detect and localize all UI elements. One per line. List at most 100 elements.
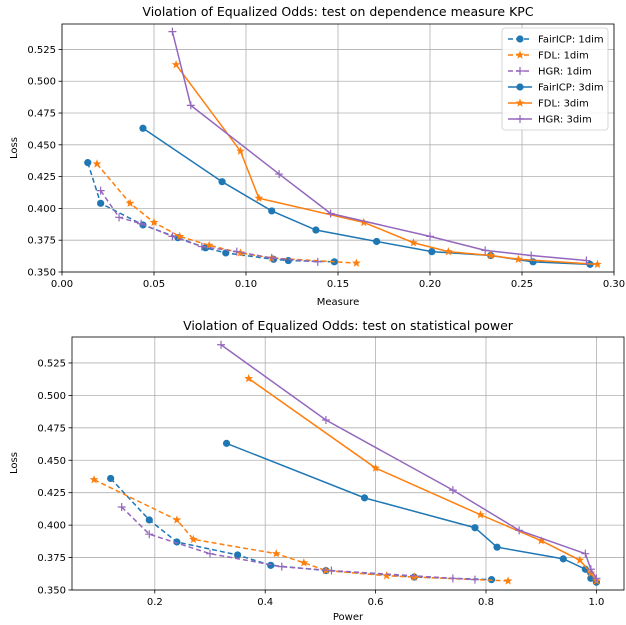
y-tick-label: 0.450 [37,456,66,467]
series-hgr-3dim [168,27,591,265]
data-point [236,146,245,155]
data-point [171,60,181,69]
data-point [476,510,485,519]
data-point [186,101,195,110]
data-point [471,524,479,532]
x-axis-label: Power [333,612,364,623]
data-point [236,248,245,257]
legend-label: FDL: 3dim [538,99,589,110]
data-point [312,226,320,234]
data-point [271,549,281,558]
data-point [503,576,513,585]
data-point [426,232,434,241]
data-point [107,474,115,483]
data-point [321,416,330,425]
y-tick-label: 0.500 [27,77,56,88]
data-point [97,199,105,207]
data-point [575,555,585,564]
data-point [486,250,496,260]
chart-kpc: Violation of Equalized Odds: test on dep… [9,4,625,308]
legend-label: FairICP: 1dim [538,35,604,46]
x-tick-label: 0.8 [478,597,494,608]
data-point [284,256,292,265]
data-point [204,240,214,250]
x-axis-label: Measure [317,297,360,308]
data-point [352,258,361,267]
series-hgr-1dim [96,186,322,266]
data-point [168,27,177,36]
y-axis-label: Loss [9,452,20,474]
series-hgr-3dim [217,340,601,583]
data-point [444,247,453,256]
legend-marker [516,83,524,91]
x-tick-label: 0.00 [51,279,73,290]
data-point [470,575,479,584]
y-tick-label: 0.350 [37,586,66,597]
y-tick-label: 0.500 [37,391,66,402]
y-tick-label: 0.400 [27,204,56,215]
data-point [173,538,181,546]
chart-power: Violation of Equalized Odds: test on sta… [9,318,625,623]
data-point [115,213,124,222]
data-point [582,256,591,265]
data-point [592,574,601,583]
y-tick-label: 0.525 [37,358,66,369]
series-fairicp-1dim [107,474,496,584]
legend-label: FDL: 1dim [538,51,589,62]
data-point [254,193,264,202]
data-point [222,249,230,257]
legend-label: HGR: 1dim [538,67,592,78]
data-point [593,259,602,269]
x-tick-label: 0.30 [603,279,625,290]
data-point [92,159,102,168]
data-point [382,571,392,580]
data-point [222,439,231,447]
data-point [373,237,381,246]
data-point [96,186,105,195]
y-tick-label: 0.425 [27,172,56,183]
chart-title: Violation of Equalized Odds: test on dep… [142,4,533,19]
data-point [371,463,380,472]
data-point [299,558,309,567]
data-point [448,574,457,583]
legend-marker [516,35,524,43]
y-tick-label: 0.450 [27,140,56,151]
legend-marker [515,98,525,107]
y-tick-label: 0.400 [37,521,66,532]
data-point [559,555,567,563]
series-line [96,163,357,264]
y-tick-label: 0.425 [37,488,66,499]
series-line [171,31,587,262]
data-point [145,530,154,539]
x-tick-label: 0.15 [327,279,349,290]
data-point [206,549,214,558]
y-tick-label: 0.525 [27,45,56,56]
plot-frame [71,336,625,591]
x-tick-label: 0.20 [419,279,441,290]
data-point [234,551,242,559]
data-point [175,231,185,241]
chart-title: Violation of Equalized Odds: test on sta… [183,318,514,333]
x-tick-label: 0.10 [235,279,257,290]
series-fdl-3dim [171,60,602,269]
data-point [275,170,284,179]
y-tick-label: 0.375 [27,236,56,247]
data-point [168,232,177,241]
x-tick-label: 0.2 [147,597,163,608]
data-point [268,207,276,215]
data-point [409,238,418,247]
y-tick-label: 0.375 [37,553,66,564]
data-point [493,543,501,551]
data-point [125,198,135,208]
legend-marker [515,50,525,59]
data-point [139,124,147,132]
data-point [189,534,198,544]
y-tick-label: 0.350 [27,268,56,279]
data-point [313,257,322,266]
data-point [581,549,590,558]
data-point [218,178,226,186]
series-line [93,479,509,582]
data-point [360,494,369,502]
data-point [359,217,369,227]
